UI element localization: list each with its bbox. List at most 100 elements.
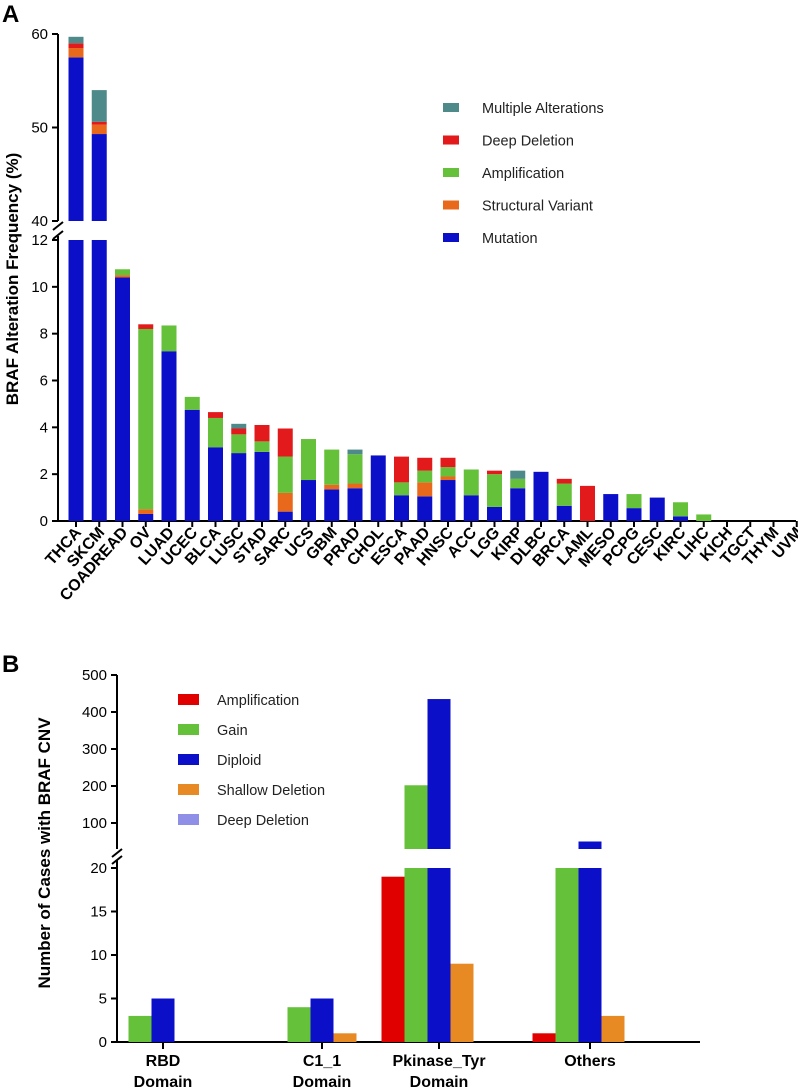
bar-break-gap xyxy=(90,221,108,240)
legend-label-multiple-alterations: Multiple Alterations xyxy=(482,101,604,117)
bar-blca-mutation xyxy=(208,447,223,521)
bar-meso-mutation xyxy=(603,494,619,521)
panel-b-axis-break-mark xyxy=(111,855,123,865)
panel-b-y-tick-label: 0 xyxy=(99,1034,107,1051)
bar-c1-1-domain-diploid xyxy=(310,998,334,1042)
bar-dlbc-mutation xyxy=(533,471,549,521)
bar-brca-amplification xyxy=(556,483,572,506)
legend-swatch-shallow-deletion xyxy=(178,784,199,795)
panel-a-y-tick-label: 0 xyxy=(40,513,48,530)
bar-gbm-mutation xyxy=(324,489,340,521)
x-label-others-line: Others xyxy=(564,1053,616,1070)
bar-ov-mutation xyxy=(138,513,154,521)
bar-lihc-amplification xyxy=(696,514,712,521)
legend-swatch-diploid xyxy=(178,754,199,765)
bar-others-diploid-upper xyxy=(578,841,602,849)
bar-acc-amplification xyxy=(463,469,479,496)
bar-pkinase-tyr-domain-gain xyxy=(404,868,428,1042)
bar-pkinase-tyr-domain-diploid-upper xyxy=(427,699,451,849)
bar-prad-amplification xyxy=(347,454,363,484)
legend-label-deep-deletion: Deep Deletion xyxy=(482,134,574,150)
x-label-c1-1-domain-line: Domain xyxy=(293,1074,352,1091)
x-label-pkinase-tyr-domain-line: Domain xyxy=(410,1074,469,1091)
bar-ov-structural-variant xyxy=(138,509,154,514)
legend-swatch-gain xyxy=(178,724,199,735)
legend-label-amplification: Amplification xyxy=(217,693,299,709)
bar-pcpg-amplification xyxy=(626,494,642,509)
bar-hnsc-mutation xyxy=(440,480,456,521)
bar-coadread-mutation xyxy=(115,277,130,521)
bar-paad-structural-variant xyxy=(417,482,433,497)
legend-swatch-multiple-alterations xyxy=(443,103,459,112)
panel-a-y-tick-label: 2 xyxy=(40,466,48,483)
bar-lusc-multiple-alterations xyxy=(231,423,247,429)
x-label-pkinase-tyr-domain-line: Pkinase_Tyr xyxy=(392,1053,485,1070)
bar-prad-structural-variant xyxy=(347,483,363,489)
bar-break-gap xyxy=(67,221,85,240)
panel-b-y-tick-label: 100 xyxy=(82,815,107,832)
bar-esca-mutation xyxy=(394,495,409,521)
legend-label-gain: Gain xyxy=(217,723,248,739)
bar-hnsc-amplification xyxy=(440,467,456,477)
bar-pkinase-tyr-domain-amplification xyxy=(381,876,405,1042)
bar-skcm-mutation-upper xyxy=(91,134,107,221)
bar-esca-amplification xyxy=(394,482,409,496)
panel-a-y-tick-label: 4 xyxy=(40,419,48,436)
panel-a-axis-break-mark xyxy=(52,230,64,240)
bar-thca-deep-deletion-upper xyxy=(68,43,84,49)
legend-swatch-structural-variant xyxy=(443,200,459,210)
bar-brca-deep-deletion xyxy=(556,478,572,484)
x-label-c1-1-domain-line: C1_1 xyxy=(303,1053,341,1070)
panel-a-chart: 024681012405060THCASKCMCOADREADOVLUADUCE… xyxy=(31,26,798,604)
bar-stad-deep-deletion xyxy=(254,424,270,442)
bar-sarc-deep-deletion xyxy=(277,428,293,457)
bar-sarc-mutation xyxy=(277,511,293,521)
panel-a-y-tick-label: 60 xyxy=(31,26,48,43)
legend-label-amplification: Amplification xyxy=(482,166,564,182)
bar-thca-mutation-upper xyxy=(68,57,84,221)
bar-coadread-amplification xyxy=(115,269,130,276)
bar-stad-amplification xyxy=(254,441,270,452)
bar-laml-deep-deletion xyxy=(580,485,595,521)
bar-paad-amplification xyxy=(417,470,433,483)
bar-kirc-mutation xyxy=(673,516,688,521)
bar-thca-structural-variant-upper xyxy=(68,48,84,58)
panel-b-y-tick-label: 20 xyxy=(90,860,107,877)
bar-brca-mutation xyxy=(556,505,572,521)
bar-lgg-deep-deletion xyxy=(487,470,502,475)
bar-paad-deep-deletion xyxy=(417,457,433,471)
bar-ucs-amplification xyxy=(301,439,316,481)
bar-ucs-mutation xyxy=(301,480,316,521)
bar-gbm-amplification xyxy=(324,449,340,485)
panel-b-y-tick-label: 10 xyxy=(90,947,107,964)
panel-b-y-tick-label: 200 xyxy=(82,778,107,795)
panel-a-y-tick-label: 10 xyxy=(31,279,48,296)
panel-label-a: A xyxy=(2,1,19,28)
panel-a-y-tick-label: 6 xyxy=(40,373,48,390)
bar-thca-multiple-alterations-upper xyxy=(68,36,84,44)
bar-others-amplification xyxy=(532,1033,556,1042)
bar-hnsc-structural-variant xyxy=(440,476,456,481)
bar-blca-amplification xyxy=(208,417,223,448)
panel-b-chart: 0 5 10 15 20 100 200 300 400 500 RBD Domain C1_1 Doma… xyxy=(82,667,700,1091)
bar-pkinase-tyr-domain-gain-upper xyxy=(404,785,428,849)
legend-label-deep-deletion: Deep Deletion xyxy=(217,813,309,829)
bar-lgg-amplification xyxy=(487,474,502,507)
bar-coadread-structural-variant xyxy=(115,275,130,278)
x-label-rbd-domain-line: Domain xyxy=(134,1074,193,1091)
x-label-rbd-domain-line: RBD xyxy=(146,1053,181,1070)
bar-pcpg-mutation xyxy=(626,508,642,521)
bar-cesc-mutation xyxy=(649,497,665,521)
bar-others-gain xyxy=(555,868,579,1042)
bar-prad-mutation xyxy=(347,488,363,521)
bar-others-shallow-deletion xyxy=(601,1015,625,1042)
bar-rbd-domain-diploid xyxy=(151,998,175,1042)
bar-pkinase-tyr-domain-diploid xyxy=(427,868,451,1042)
panel-b-y-tick-label: 400 xyxy=(82,704,107,721)
panel-b-y-tick-label: 300 xyxy=(82,741,107,758)
bar-pkinase-tyr-domain-shallow-deletion xyxy=(450,963,474,1042)
legend-label-mutation: Mutation xyxy=(482,231,538,247)
panel-b-y-tick-label: 500 xyxy=(82,667,107,684)
bar-c1-1-domain-gain xyxy=(287,1007,311,1042)
